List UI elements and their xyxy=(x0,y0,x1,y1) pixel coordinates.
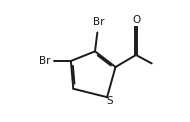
Text: S: S xyxy=(107,96,113,106)
Text: Br: Br xyxy=(93,17,104,27)
Text: Br: Br xyxy=(39,56,50,66)
Text: O: O xyxy=(132,15,140,25)
